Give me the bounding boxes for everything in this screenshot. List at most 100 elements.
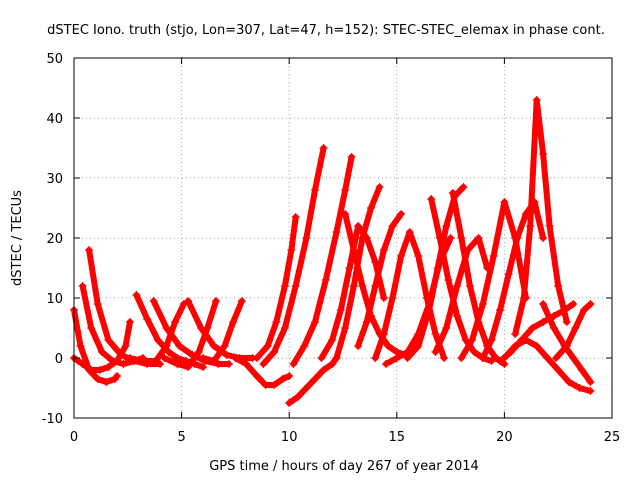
data-point bbox=[175, 342, 184, 350]
series-line bbox=[540, 301, 594, 385]
data-point bbox=[366, 204, 375, 212]
data-point bbox=[388, 222, 397, 230]
data-point bbox=[465, 282, 474, 290]
data-point bbox=[270, 348, 279, 356]
data-point bbox=[261, 381, 270, 389]
data-point bbox=[562, 318, 571, 326]
data-point bbox=[291, 213, 300, 221]
data-point bbox=[87, 324, 96, 332]
data-point bbox=[577, 366, 586, 374]
data-point bbox=[93, 375, 102, 383]
data-point bbox=[453, 282, 462, 290]
data-point bbox=[78, 282, 87, 290]
data-point bbox=[539, 318, 548, 326]
data-point bbox=[478, 354, 487, 362]
data-point bbox=[388, 294, 397, 302]
data-point bbox=[552, 354, 561, 362]
data-point bbox=[332, 228, 341, 236]
data-point bbox=[319, 366, 328, 374]
data-point bbox=[448, 189, 457, 197]
data-point bbox=[222, 351, 231, 359]
data-point bbox=[173, 360, 182, 368]
data-point bbox=[231, 354, 240, 362]
data-point bbox=[397, 210, 406, 218]
data-point bbox=[102, 378, 111, 386]
data-point bbox=[311, 318, 320, 326]
data-point bbox=[76, 342, 85, 350]
data-point bbox=[336, 306, 345, 314]
data-point bbox=[457, 354, 466, 362]
data-point bbox=[414, 252, 423, 260]
data-series bbox=[371, 228, 449, 362]
series-line bbox=[355, 211, 405, 349]
data-point bbox=[569, 300, 578, 308]
data-point bbox=[397, 252, 406, 260]
data-point bbox=[564, 378, 573, 386]
data-point bbox=[379, 246, 388, 254]
x-tick-label: 10 bbox=[281, 430, 298, 445]
data-series bbox=[285, 354, 341, 407]
data-point bbox=[209, 357, 218, 365]
data-point bbox=[371, 258, 380, 266]
data-point bbox=[311, 186, 320, 194]
data-point bbox=[229, 318, 238, 326]
data-point bbox=[151, 357, 160, 365]
data-point bbox=[212, 297, 221, 305]
data-point bbox=[138, 357, 147, 365]
data-point bbox=[433, 264, 442, 272]
data-point bbox=[196, 324, 205, 332]
data-series bbox=[539, 300, 595, 386]
data-point bbox=[519, 294, 528, 302]
x-tick-label: 5 bbox=[177, 430, 185, 445]
data-point bbox=[539, 234, 548, 242]
data-point bbox=[371, 282, 380, 290]
y-tick-label: 0 bbox=[55, 352, 63, 367]
data-point bbox=[489, 252, 498, 260]
data-point bbox=[291, 282, 300, 290]
series-line bbox=[512, 97, 570, 337]
data-point bbox=[287, 246, 296, 254]
data-point bbox=[392, 354, 401, 362]
data-point bbox=[104, 336, 113, 344]
data-point bbox=[580, 306, 589, 314]
data-point bbox=[237, 297, 246, 305]
data-point bbox=[513, 234, 522, 242]
data-point bbox=[379, 294, 388, 302]
data-point bbox=[194, 348, 203, 356]
data-point bbox=[125, 354, 134, 362]
data-point bbox=[358, 282, 367, 290]
data-point bbox=[160, 354, 169, 362]
data-series bbox=[552, 300, 595, 362]
data-point bbox=[321, 276, 330, 284]
data-point bbox=[375, 183, 384, 191]
data-point bbox=[349, 282, 358, 290]
data-point bbox=[545, 222, 554, 230]
data-point bbox=[371, 354, 380, 362]
data-series bbox=[259, 144, 328, 368]
series-line bbox=[432, 235, 491, 355]
data-point bbox=[270, 381, 279, 389]
data-point bbox=[468, 336, 477, 344]
data-point bbox=[358, 234, 367, 242]
data-point bbox=[427, 195, 436, 203]
data-point bbox=[440, 354, 449, 362]
data-point bbox=[293, 393, 302, 401]
series-line bbox=[161, 298, 219, 370]
data-point bbox=[280, 282, 289, 290]
data-point bbox=[220, 342, 229, 350]
data-point bbox=[302, 384, 311, 392]
data-point bbox=[453, 312, 462, 320]
y-tick-label: 30 bbox=[46, 172, 63, 187]
y-tick-label: 20 bbox=[46, 232, 63, 247]
data-point bbox=[569, 354, 578, 362]
data-point bbox=[125, 318, 134, 326]
x-tick-label: 20 bbox=[496, 430, 513, 445]
data-series bbox=[354, 210, 406, 350]
data-point bbox=[171, 318, 180, 326]
data-point bbox=[435, 234, 444, 242]
data-point bbox=[543, 354, 552, 362]
series-line bbox=[253, 214, 299, 361]
data-point bbox=[199, 354, 208, 362]
data-point bbox=[328, 336, 337, 344]
data-point bbox=[539, 150, 548, 158]
